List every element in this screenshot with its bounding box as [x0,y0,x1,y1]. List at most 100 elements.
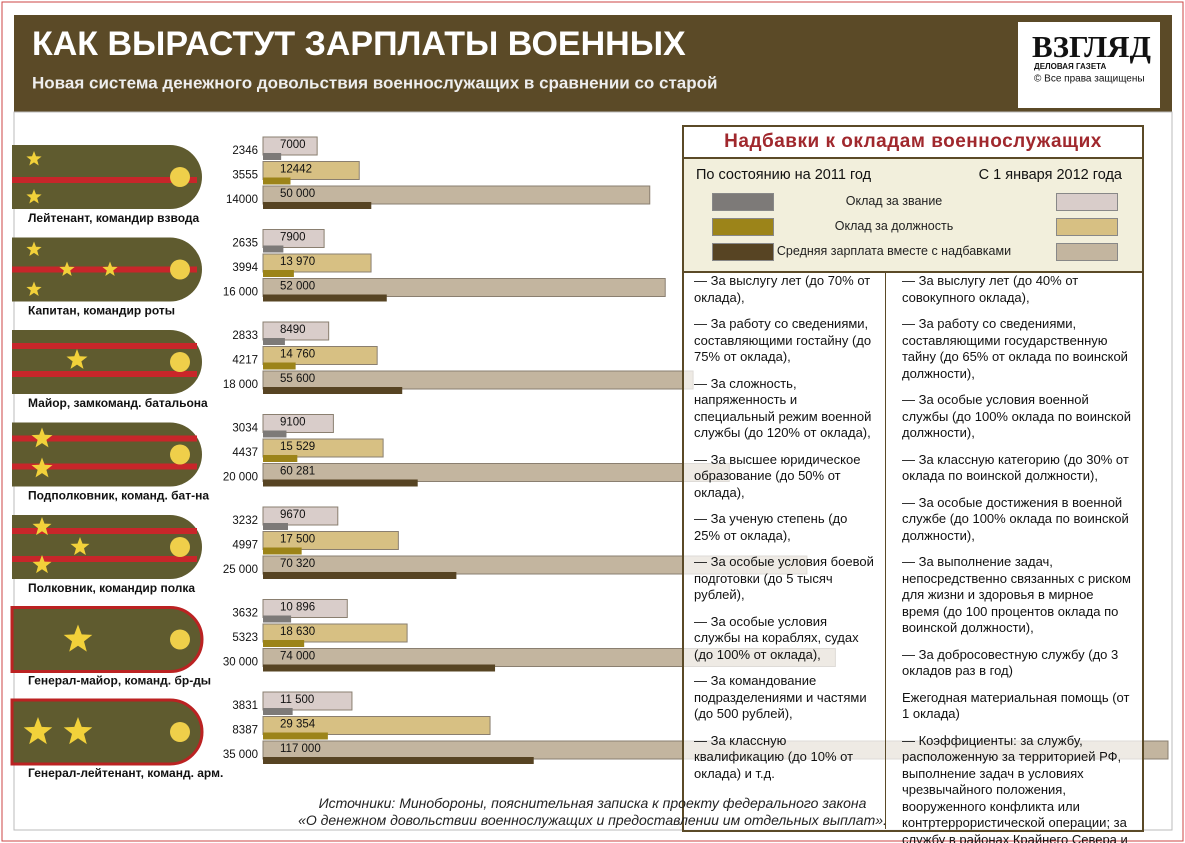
legend-swatch [712,243,774,261]
stripe [12,556,197,562]
legend-swatch [1056,243,1118,261]
category-label: Майор, замкоманд. батальона [28,396,208,410]
value-label-2012: 13 970 [280,256,315,268]
bar-2011 [263,153,282,160]
bar-2011 [263,245,284,253]
star [70,537,90,556]
bar-2011 [263,202,372,209]
value-label-2011: 4437 [232,447,258,459]
value-label-2011: 4217 [232,355,258,367]
value-label-2012: 52 000 [280,281,315,293]
bar-2011 [263,455,298,462]
bar-2011 [263,572,457,579]
value-label-2011: 4997 [232,540,258,552]
value-label-2011: 2833 [232,330,258,342]
value-label-2012: 70 320 [280,558,315,570]
legend-swatch [712,218,774,236]
star [63,624,93,652]
button [170,722,190,742]
value-label-2011: 2635 [232,238,258,250]
stripe [12,266,197,273]
star [32,517,52,536]
star [66,349,88,369]
star [26,151,42,166]
value-label-2012: 9100 [280,417,306,429]
sources: Источники: Минобороны, пояснительная зап… [0,795,1185,829]
bar-2012 [262,623,408,643]
legend-label: Оклад за звание [845,194,943,208]
value-label-2011: 2346 [232,145,258,157]
category-label: Генерал-майор, команд. бр-ды [28,674,211,688]
bonus-list: — За выслугу лет (до 70% от оклада), — За… [694,273,874,792]
value-label-2012: 117 000 [280,743,321,755]
bar-2011 [263,757,534,764]
value-label-2012: 60 281 [280,466,315,478]
stripe [12,177,197,183]
bar-2012 [262,253,372,273]
value-label-2011: 14000 [226,194,258,206]
value-label-2012: 12442 [280,164,312,176]
bonus-item: — За выслугу лет (до 40% от совокупного … [902,273,1079,305]
logo-tagline: ДЕЛОВАЯ ГАЗЕТА [1034,62,1107,71]
period-label: По состоянию на 2011 год [696,167,872,183]
bar-2012 [262,229,325,248]
value-label-2012: 11 500 [280,694,314,706]
bar-2012 [262,278,666,297]
value-label-2012: 29 354 [280,719,316,731]
value-label-2012: 74 000 [280,651,315,663]
bonus-item: — За работу со сведениями, составляющими… [694,316,872,364]
star [32,555,52,574]
bonus-item: — За сложность, напряженность и специаль… [694,375,872,441]
value-label-2012: 7900 [280,232,306,244]
bar-2011 [263,387,403,394]
bar-2011 [263,479,418,487]
bar-2012 [262,136,318,156]
bonus-item: — За классную квалификацию (до 10% от ок… [694,732,854,781]
button [170,259,190,280]
value-label-2011: 3831 [232,700,258,712]
star [26,241,42,256]
bonus-list: — За выслугу лет (до 40% от совокупного … [902,273,1134,843]
bonus-item: — Коэффициенты: за службу, расположенную… [902,732,1128,843]
bar-2011 [263,294,387,302]
bonus-item: — За работу со сведениями, составляющими… [902,316,1128,381]
epaulette [10,606,204,673]
value-label-2011: 16 000 [223,287,258,299]
bar-2011 [263,523,288,530]
bar-2011 [263,708,293,715]
bonus-item: — За выполнение задач, непосредственно с… [902,554,1131,635]
legend-swatch [712,193,774,211]
header-band [14,15,1172,112]
value-label-2012: 15 529 [280,441,315,453]
category-label: Подполковник, команд. бат-на [28,489,209,503]
bonus-item: — За командование подразделениями и част… [694,673,867,721]
value-label-2012: 55 600 [280,373,315,385]
bonus-panel: Надбавки к окладам военнослужащих По сос… [682,125,1144,843]
bar-2011 [263,430,287,438]
value-label-2012: 50 000 [280,188,315,200]
bar-2012 [262,506,339,526]
value-label-2011: 18 000 [223,379,258,391]
logo: ВЗГЛЯД [1032,29,1151,64]
button [170,167,190,187]
stripe [12,343,197,349]
bonus-item: Ежегодная материальная помощь (от 1 окла… [902,689,1130,722]
bar-2011 [263,732,328,740]
bar-2012 [262,370,694,390]
stripe [12,371,197,377]
bar-2011 [263,270,294,277]
period-label: С 1 января 2012 года [978,167,1122,183]
star [102,261,118,276]
bar-2012 [262,321,330,341]
bonus-item: — За особые достижения в военной службе … [902,494,1129,543]
bonus-item: — За особые условия военной службы (до 1… [902,392,1132,440]
subtitle: Новая система денежного довольствия воен… [32,73,717,92]
legend: По состоянию на 2011 год С 1 января 2012… [684,157,1142,273]
value-label-2011: 3994 [232,262,258,274]
bar-2012 [262,438,384,458]
stripe [12,528,197,534]
value-label-2011: 20 000 [223,472,258,484]
value-label-2012: 10 896 [280,602,315,614]
